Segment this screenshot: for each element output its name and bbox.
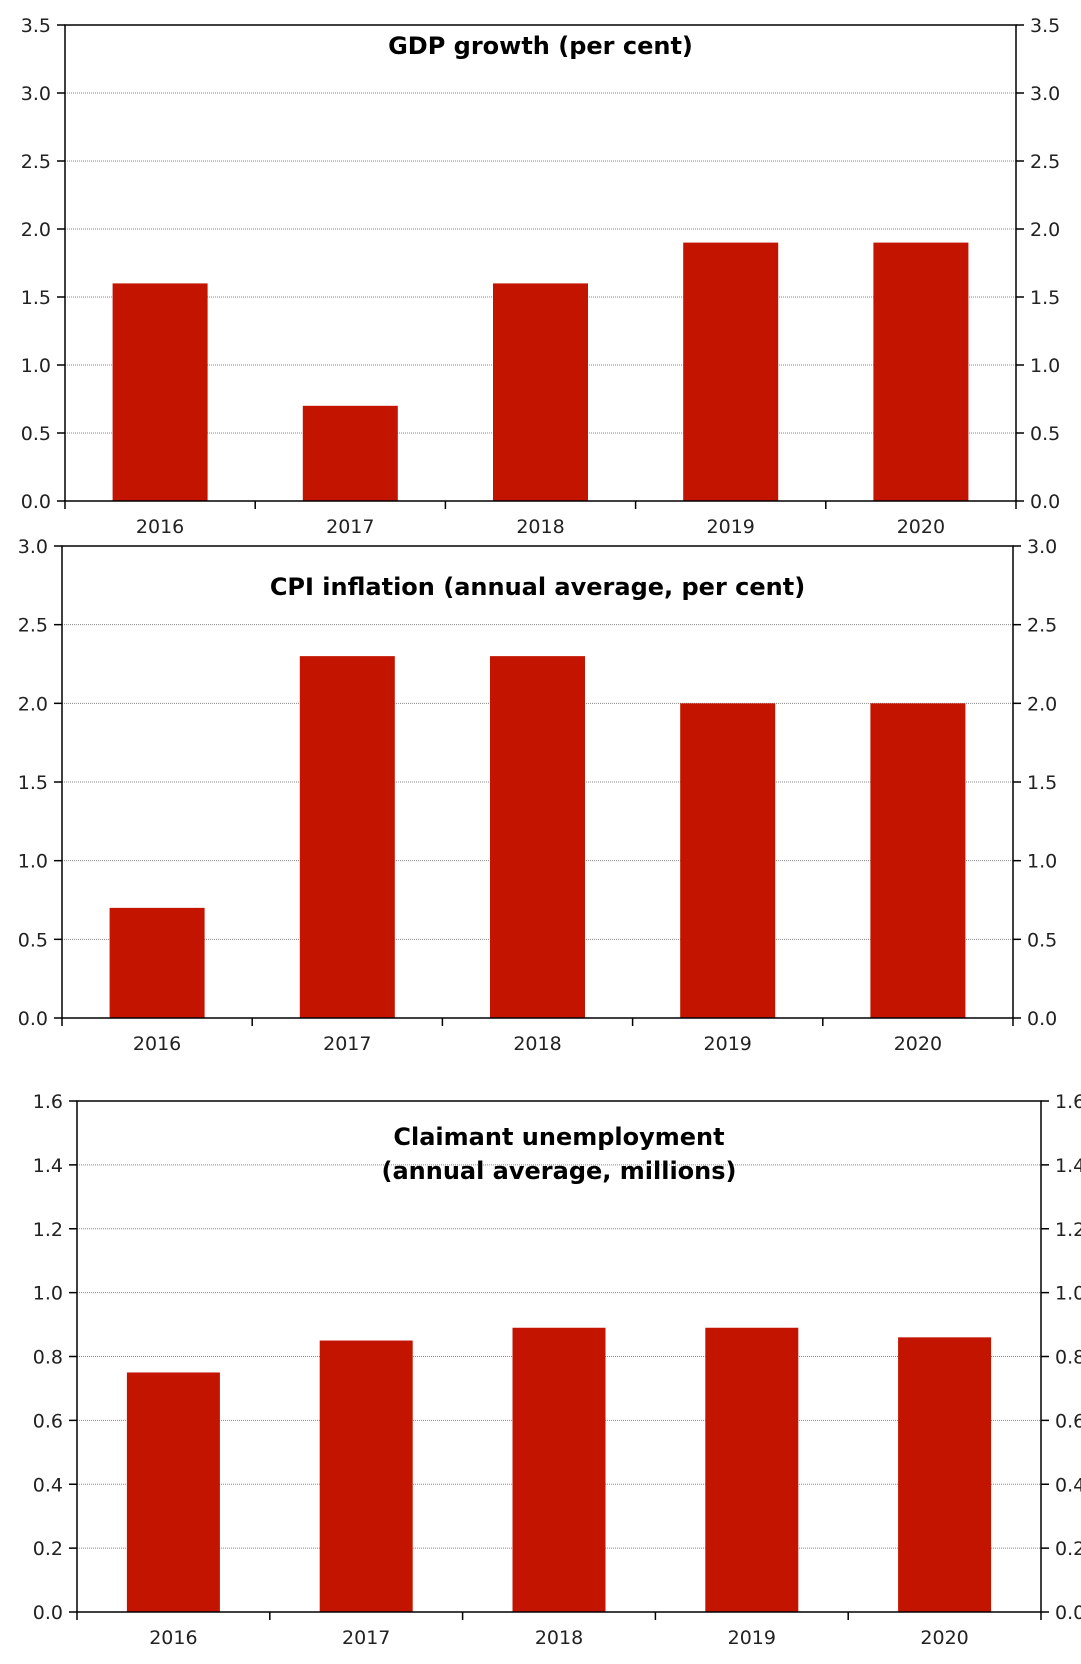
y-tick-label-left: 1.6 [33, 1091, 63, 1113]
y-tick-label-right: 1.6 [1055, 1091, 1081, 1113]
bar-2019 [680, 703, 776, 1018]
y-tick-label-right: 0.8 [1055, 1347, 1081, 1369]
bar-2016 [109, 907, 205, 1018]
chart-3: 0.0 0.0 0.2 0.2 0.4 0.4 0.6 0.6 0.8 0.8 1.0 1.0 1.2 1… [33, 1091, 1081, 1649]
y-tick-label-left: 1.2 [33, 1219, 63, 1241]
x-tick-label-2018: 2018 [513, 1033, 561, 1055]
bar-2018 [493, 283, 588, 501]
y-tick-label-left: 2.5 [21, 151, 51, 173]
y-tick-label-right: 1.5 [1027, 772, 1057, 794]
y-tick-label-right: 0.0 [1030, 491, 1060, 513]
bar-2020 [898, 1337, 992, 1612]
x-tick-label-2018: 2018 [535, 1627, 583, 1649]
x-tick-label-2019: 2019 [728, 1627, 776, 1649]
y-tick-label-left: 0.4 [33, 1474, 63, 1496]
x-tick-label-2016: 2016 [136, 516, 184, 538]
x-tick-label-2019: 2019 [707, 516, 755, 538]
bar-2016 [112, 283, 208, 501]
bar-2017 [319, 1340, 413, 1612]
y-tick-label-right: 2.5 [1027, 615, 1057, 637]
bar-2017 [302, 405, 398, 501]
y-tick-label-right: 0.5 [1027, 929, 1057, 951]
y-tick-label-right: 0.6 [1055, 1410, 1081, 1432]
x-tick-label-2020: 2020 [920, 1627, 968, 1649]
y-tick-label-left: 2.5 [18, 615, 48, 637]
y-tick-label-left: 0.2 [33, 1538, 63, 1560]
chart-title: Claimant unemployment [393, 1123, 724, 1151]
y-tick-label-right: 0.2 [1055, 1538, 1081, 1560]
y-tick-label-left: 0.5 [18, 929, 48, 951]
y-tick-label-right: 2.5 [1030, 151, 1060, 173]
bar-2020 [870, 703, 966, 1018]
y-tick-label-left: 0.0 [21, 491, 51, 513]
y-tick-label-left: 1.0 [21, 355, 51, 377]
x-tick-label-2017: 2017 [342, 1627, 390, 1649]
chart-1: 0.0 0.0 0.5 0.5 1.0 1.0 1.5 1.5 2.0 2.0 2.5 2.5 3.0 3… [21, 15, 1060, 538]
y-tick-label-right: 1.4 [1055, 1155, 1081, 1177]
y-tick-label-right: 0.0 [1055, 1602, 1081, 1624]
x-tick-label-2020: 2020 [897, 516, 945, 538]
y-tick-label-left: 0.5 [21, 423, 51, 445]
x-tick-label-2017: 2017 [326, 516, 374, 538]
y-tick-label-right: 0.4 [1055, 1474, 1081, 1496]
y-tick-label-left: 1.5 [18, 772, 48, 794]
bar-2016 [126, 1372, 220, 1612]
x-tick-label-2019: 2019 [704, 1033, 752, 1055]
y-tick-label-right: 3.0 [1030, 83, 1060, 105]
y-tick-label-left: 3.5 [21, 15, 51, 37]
y-tick-label-right: 3.5 [1030, 15, 1060, 37]
y-tick-label-left: 0.0 [18, 1008, 48, 1030]
bar-2017 [299, 656, 395, 1018]
x-tick-label-2020: 2020 [894, 1033, 942, 1055]
y-tick-label-left: 3.0 [21, 83, 51, 105]
y-tick-label-right: 0.5 [1030, 423, 1060, 445]
y-tick-label-left: 1.0 [18, 851, 48, 873]
y-tick-label-right: 1.0 [1030, 355, 1060, 377]
y-tick-label-right: 2.0 [1027, 693, 1057, 715]
x-tick-label-2018: 2018 [516, 516, 564, 538]
y-tick-label-left: 1.5 [21, 287, 51, 309]
y-tick-label-left: 2.0 [18, 693, 48, 715]
chart-title: GDP growth (per cent) [388, 32, 693, 60]
y-tick-label-right: 1.2 [1055, 1219, 1081, 1241]
chart-title: CPI inflation (annual average, per cent) [270, 573, 805, 601]
x-tick-label-2016: 2016 [149, 1627, 197, 1649]
chart-title: (annual average, millions) [381, 1157, 736, 1185]
bar-2019 [705, 1327, 799, 1612]
bar-2019 [683, 242, 779, 501]
y-tick-label-left: 0.8 [33, 1347, 63, 1369]
y-tick-label-left: 0.6 [33, 1410, 63, 1432]
y-tick-label-right: 1.0 [1027, 851, 1057, 873]
plot-frame [64, 24, 1017, 502]
bar-2018 [512, 1327, 606, 1612]
y-tick-label-left: 2.0 [21, 219, 51, 241]
y-tick-label-left: 1.4 [33, 1155, 63, 1177]
chart-2: 0.0 0.0 0.5 0.5 1.0 1.0 1.5 1.5 2.0 2.0 2.5 2.5 3.0 3… [18, 536, 1057, 1055]
x-tick-label-2017: 2017 [323, 1033, 371, 1055]
y-tick-label-left: 0.0 [33, 1602, 63, 1624]
y-tick-label-left: 3.0 [18, 536, 48, 558]
y-tick-label-right: 0.0 [1027, 1008, 1057, 1030]
bar-2020 [873, 242, 969, 501]
y-tick-label-right: 2.0 [1030, 219, 1060, 241]
y-tick-label-right: 1.0 [1055, 1283, 1081, 1305]
bar-2018 [490, 656, 585, 1018]
x-tick-label-2016: 2016 [133, 1033, 181, 1055]
y-tick-label-right: 1.5 [1030, 287, 1060, 309]
y-tick-label-left: 1.0 [33, 1283, 63, 1305]
y-tick-label-right: 3.0 [1027, 536, 1057, 558]
